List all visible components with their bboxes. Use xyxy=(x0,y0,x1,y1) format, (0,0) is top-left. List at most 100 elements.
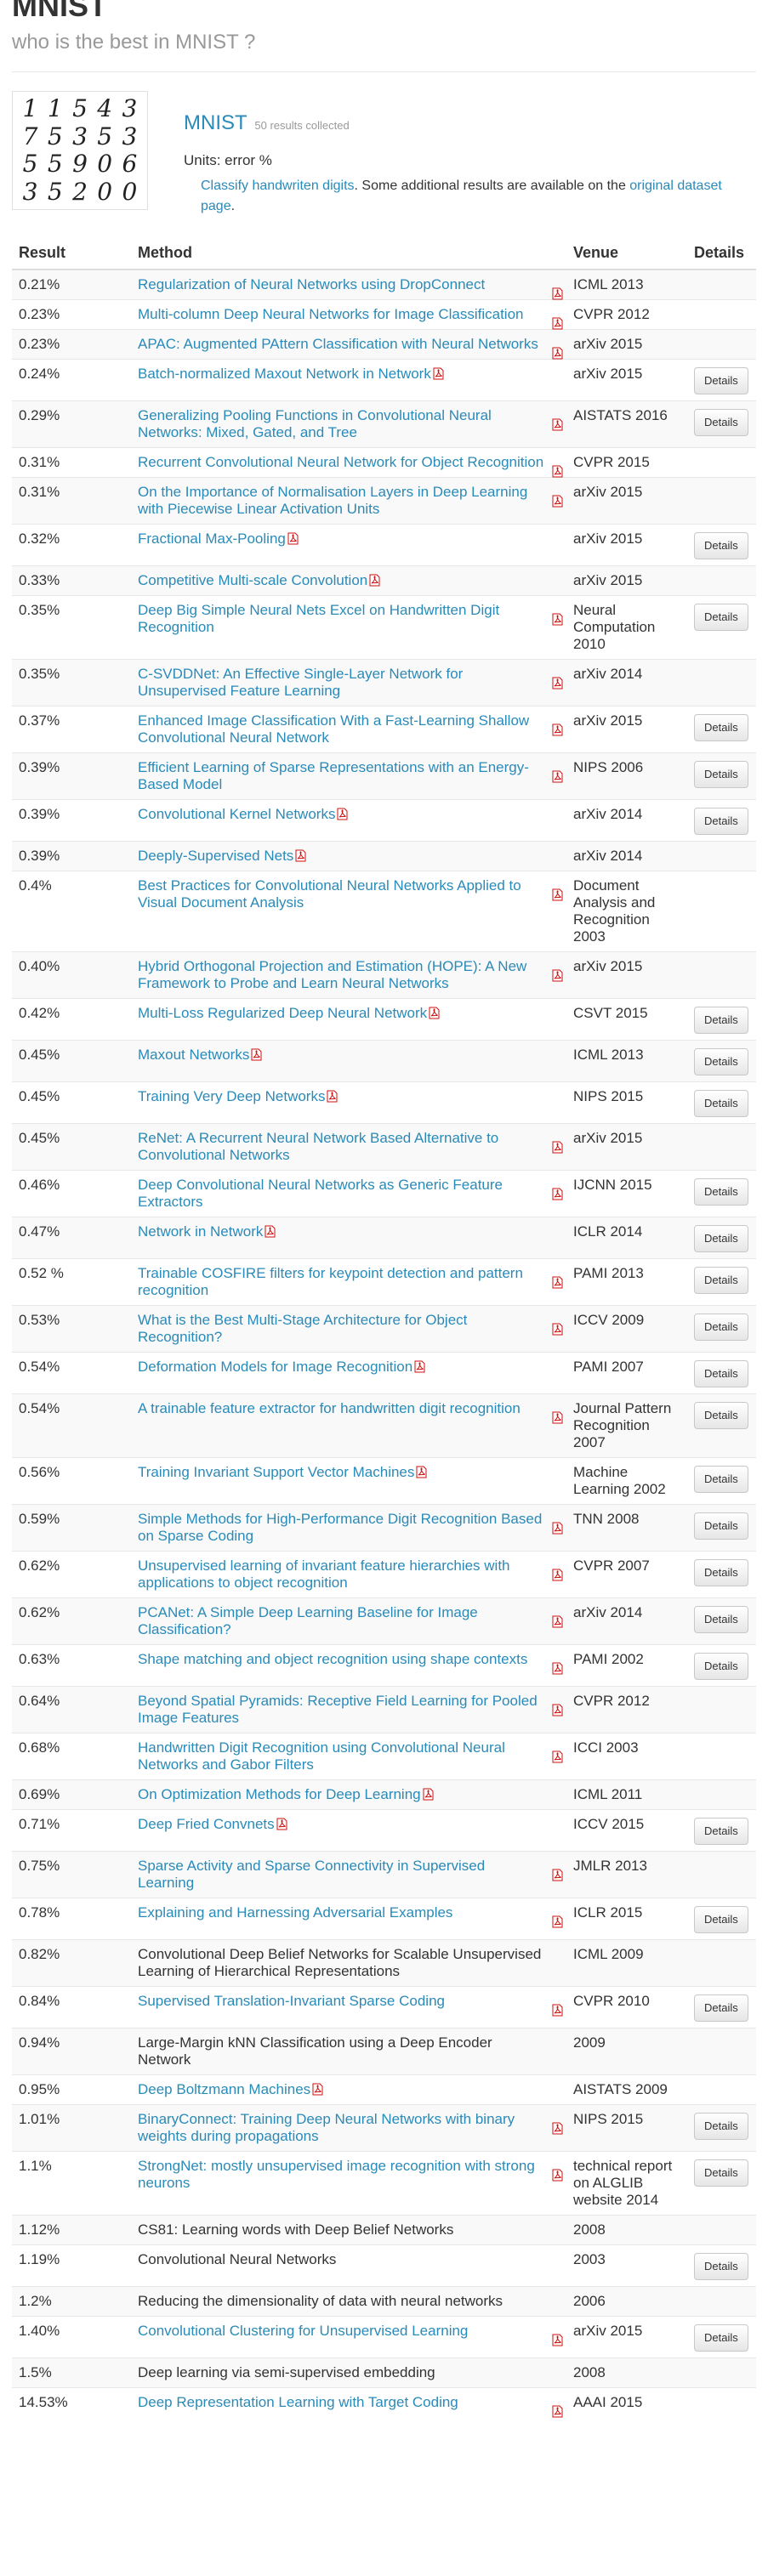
pdf-icon[interactable] xyxy=(552,2405,563,2418)
details-button[interactable]: Details xyxy=(694,1559,748,1586)
details-button[interactable]: Details xyxy=(694,1360,748,1387)
method-link[interactable]: Unsupervised learning of invariant featu… xyxy=(138,1558,510,1591)
pdf-icon[interactable] xyxy=(416,1466,427,1478)
details-button[interactable]: Details xyxy=(694,1007,748,1034)
method-link[interactable]: Enhanced Image Classification With a Fas… xyxy=(138,712,530,746)
original-dataset-link[interactable]: original dataset page xyxy=(201,179,722,213)
method-link[interactable]: On the Importance of Normalisation Layer… xyxy=(138,484,528,517)
method-link[interactable]: Deep Convolutional Neural Networks as Ge… xyxy=(138,1177,503,1210)
details-button[interactable]: Details xyxy=(694,1512,748,1540)
method-link[interactable]: Multi-Loss Regularized Deep Neural Netwo… xyxy=(138,1005,428,1021)
method-link[interactable]: PCANet: A Simple Deep Learning Baseline … xyxy=(138,1604,478,1637)
method-link[interactable]: BinaryConnect: Training Deep Neural Netw… xyxy=(138,2111,515,2144)
method-link[interactable]: Deep Representation Learning with Target… xyxy=(138,2394,458,2410)
pdf-icon[interactable] xyxy=(251,1048,262,1061)
pdf-icon[interactable] xyxy=(552,2004,563,2017)
pdf-icon[interactable] xyxy=(429,1007,440,1019)
details-button[interactable]: Details xyxy=(694,604,748,631)
details-button[interactable]: Details xyxy=(694,808,748,835)
method-link[interactable]: Deformation Models for Image Recognition xyxy=(138,1359,413,1375)
pdf-icon[interactable] xyxy=(552,969,563,982)
pdf-icon[interactable] xyxy=(552,465,563,478)
details-button[interactable]: Details xyxy=(694,1818,748,1845)
method-link[interactable]: Shape matching and object recognition us… xyxy=(138,1651,528,1667)
method-link[interactable]: Generalizing Pooling Functions in Convol… xyxy=(138,407,492,440)
pdf-icon[interactable] xyxy=(552,1569,563,1581)
method-link[interactable]: On Optimization Methods for Deep Learnin… xyxy=(138,1786,421,1802)
method-link[interactable]: Efficient Learning of Sparse Representat… xyxy=(138,759,529,792)
details-button[interactable]: Details xyxy=(694,1653,748,1680)
pdf-icon[interactable] xyxy=(552,613,563,626)
pdf-icon[interactable] xyxy=(552,317,563,330)
pdf-icon[interactable] xyxy=(414,1360,425,1373)
pdf-icon[interactable] xyxy=(552,1869,563,1881)
method-link[interactable]: A trainable feature extractor for handwr… xyxy=(138,1400,521,1416)
details-button[interactable]: Details xyxy=(694,1178,748,1206)
method-link[interactable]: Best Practices for Convolutional Neural … xyxy=(138,877,521,911)
method-link[interactable]: Batch-normalized Maxout Network in Netwo… xyxy=(138,366,431,382)
details-button[interactable]: Details xyxy=(694,1090,748,1117)
pdf-icon[interactable] xyxy=(337,808,348,820)
pdf-icon[interactable] xyxy=(433,367,444,380)
details-button[interactable]: Details xyxy=(694,761,748,788)
details-button[interactable]: Details xyxy=(694,1402,748,1429)
pdf-icon[interactable] xyxy=(552,770,563,783)
pdf-icon[interactable] xyxy=(552,723,563,736)
details-button[interactable]: Details xyxy=(694,1466,748,1493)
details-button[interactable]: Details xyxy=(694,367,748,394)
method-link[interactable]: Deep Fried Convnets xyxy=(138,1816,275,1832)
method-link[interactable]: Deep Big Simple Neural Nets Excel on Han… xyxy=(138,602,500,635)
details-button[interactable]: Details xyxy=(694,1267,748,1294)
method-link[interactable]: Handwritten Digit Recognition using Conv… xyxy=(138,1739,505,1773)
details-button[interactable]: Details xyxy=(694,2159,748,2187)
method-link[interactable]: Explaining and Harnessing Adversarial Ex… xyxy=(138,1904,453,1921)
method-link[interactable]: ReNet: A Recurrent Neural Network Based … xyxy=(138,1130,499,1163)
pdf-icon[interactable] xyxy=(552,347,563,360)
method-link[interactable]: Training Very Deep Networks xyxy=(138,1088,326,1104)
details-button[interactable]: Details xyxy=(694,409,748,436)
pdf-icon[interactable] xyxy=(552,1662,563,1675)
method-link[interactable]: APAC: Augmented PAttern Classification w… xyxy=(138,336,538,352)
method-link[interactable]: Network in Network xyxy=(138,1223,264,1240)
pdf-icon[interactable] xyxy=(295,849,306,862)
method-link[interactable]: Supervised Translation-Invariant Sparse … xyxy=(138,1993,445,2009)
details-button[interactable]: Details xyxy=(694,1225,748,1252)
pdf-icon[interactable] xyxy=(552,495,563,508)
pdf-icon[interactable] xyxy=(552,1704,563,1716)
method-link[interactable]: Deep Boltzmann Machines xyxy=(138,2081,311,2097)
pdf-icon[interactable] xyxy=(552,1323,563,1336)
details-button[interactable]: Details xyxy=(694,1994,748,2022)
pdf-icon[interactable] xyxy=(552,1188,563,1200)
pdf-icon[interactable] xyxy=(552,2169,563,2182)
pdf-icon[interactable] xyxy=(552,1915,563,1928)
details-button[interactable]: Details xyxy=(694,2253,748,2280)
method-link[interactable]: Trainable COSFIRE filters for keypoint d… xyxy=(138,1265,523,1298)
method-link[interactable]: StrongNet: mostly unsupervised image rec… xyxy=(138,2158,535,2191)
method-link[interactable]: Hybrid Orthogonal Projection and Estimat… xyxy=(138,958,527,991)
pdf-icon[interactable] xyxy=(552,1276,563,1289)
details-button[interactable]: Details xyxy=(694,714,748,741)
pdf-icon[interactable] xyxy=(552,1750,563,1763)
method-link[interactable]: Competitive Multi-scale Convolution xyxy=(138,572,368,588)
pdf-icon[interactable] xyxy=(552,1141,563,1154)
method-link[interactable]: Fractional Max-Pooling xyxy=(138,531,286,547)
pdf-icon[interactable] xyxy=(552,1522,563,1535)
method-link[interactable]: Sparse Activity and Sparse Connectivity … xyxy=(138,1858,486,1891)
pdf-icon[interactable] xyxy=(552,287,563,300)
method-link[interactable]: Convolutional Clustering for Unsupervise… xyxy=(138,2323,469,2339)
pdf-icon[interactable] xyxy=(552,2122,563,2135)
details-button[interactable]: Details xyxy=(694,532,748,559)
method-link[interactable]: Simple Methods for High-Performance Digi… xyxy=(138,1511,543,1544)
method-link[interactable]: Maxout Networks xyxy=(138,1047,250,1063)
method-link[interactable]: Deeply-Supervised Nets xyxy=(138,848,294,864)
pdf-icon[interactable] xyxy=(552,2334,563,2346)
method-link[interactable]: What is the Best Multi-Stage Architectur… xyxy=(138,1312,468,1345)
method-link[interactable]: Regularization of Neural Networks using … xyxy=(138,276,486,292)
pdf-icon[interactable] xyxy=(287,532,299,545)
details-button[interactable]: Details xyxy=(694,1048,748,1075)
pdf-icon[interactable] xyxy=(552,888,563,901)
pdf-icon[interactable] xyxy=(369,574,380,587)
method-link[interactable]: Recurrent Convolutional Neural Network f… xyxy=(138,454,544,470)
method-link[interactable]: Training Invariant Support Vector Machin… xyxy=(138,1464,415,1480)
pdf-icon[interactable] xyxy=(552,1615,563,1628)
